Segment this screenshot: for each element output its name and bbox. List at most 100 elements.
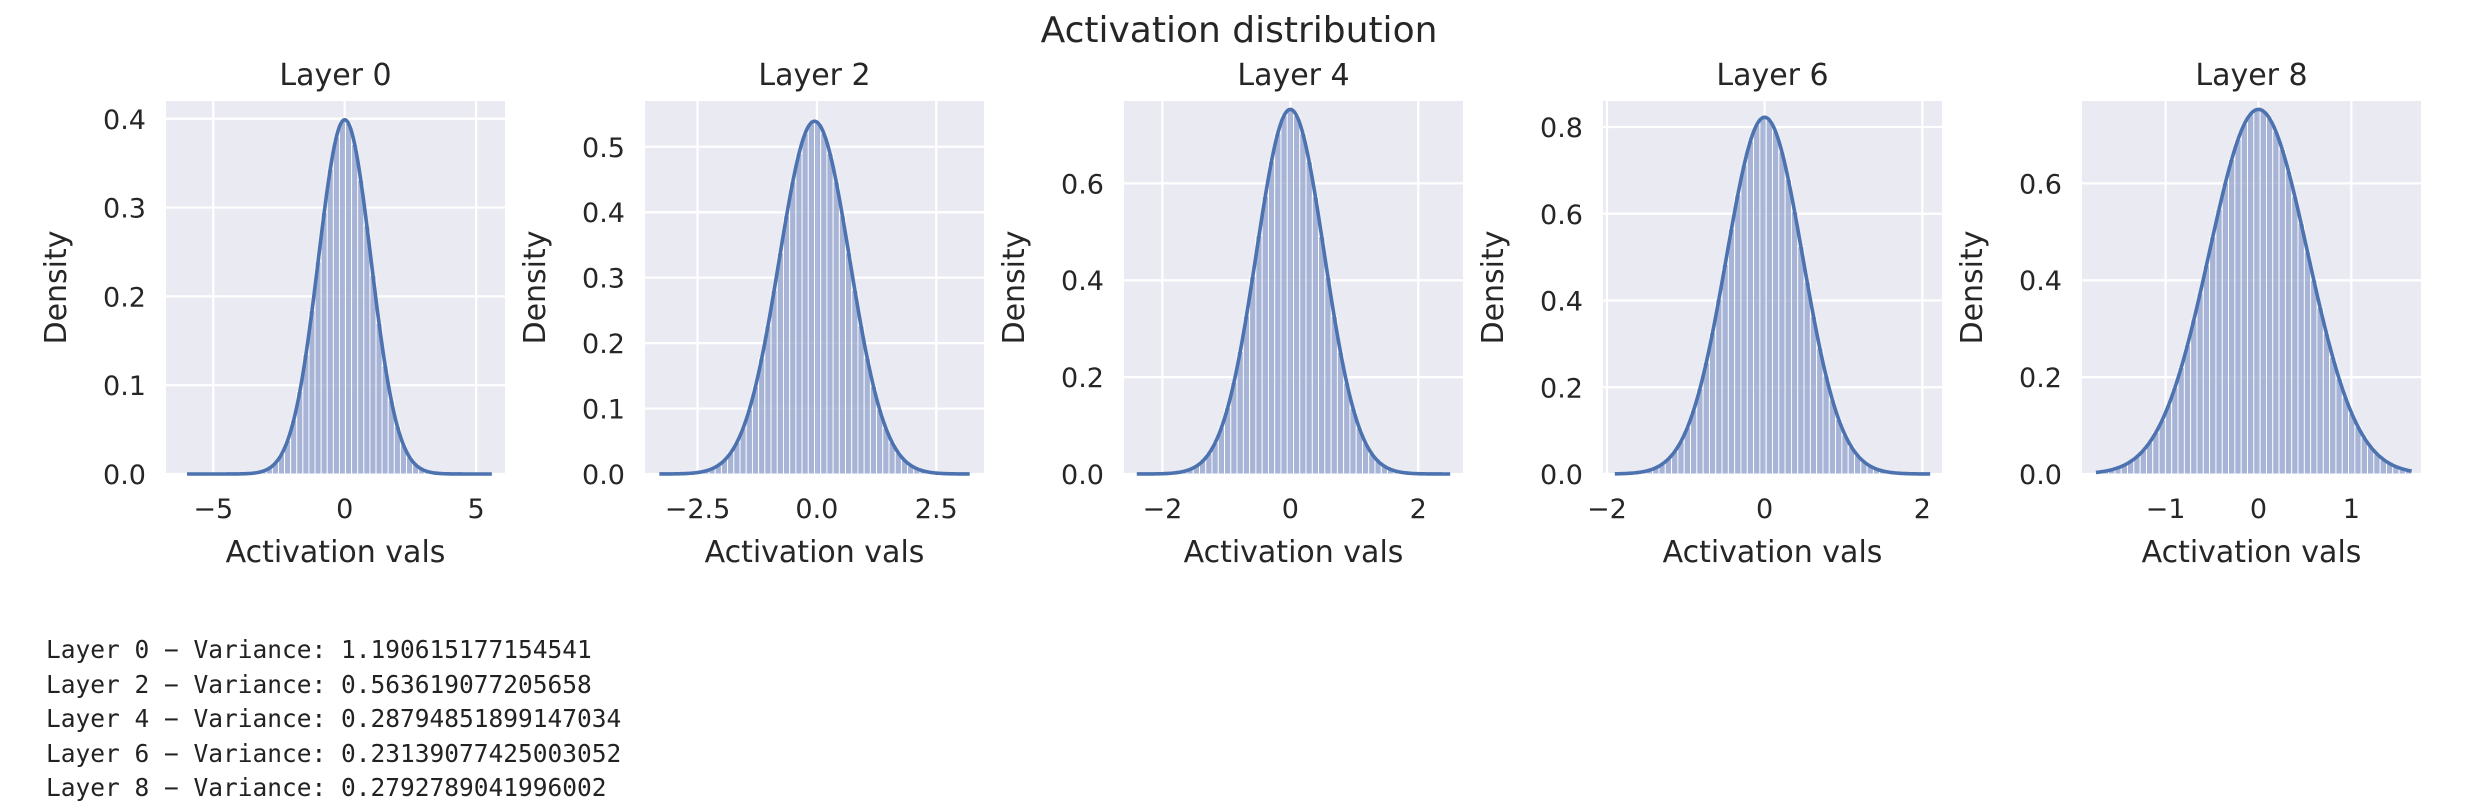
y-tick-label: 0.4 [582, 198, 625, 229]
figure-title: Activation distribution [1041, 10, 1438, 51]
histogram-bar [2241, 124, 2247, 474]
histogram-bar [1722, 264, 1728, 474]
histogram-bar [352, 144, 358, 474]
histogram-bar [1287, 109, 1293, 474]
histogram-bar [2298, 224, 2304, 474]
histogram-bar [358, 180, 364, 474]
histogram-bar [796, 154, 802, 474]
histogram-bar [2292, 197, 2298, 474]
histogram-bar [1250, 277, 1256, 474]
variance-line-layer-6: Layer 6 − Variance: 0.23139077425003052 [46, 737, 621, 772]
histogram-bar [815, 123, 821, 474]
x-tick-label: 2 [1914, 494, 1931, 525]
subplot-title: Layer 8 [2195, 58, 2307, 93]
histogram-bar [2266, 119, 2272, 474]
histogram-bar [765, 326, 771, 474]
histogram-bar [1306, 162, 1312, 474]
histogram-bar [1294, 116, 1300, 474]
histogram-bar [2285, 172, 2291, 474]
y-axis-label: Density [1476, 230, 1511, 344]
histogram-bar [364, 226, 370, 474]
x-axis-label: Activation vals [1663, 535, 1883, 570]
histogram-bar [2248, 114, 2254, 474]
histogram-bar [1773, 132, 1779, 474]
histogram-bar [783, 216, 789, 474]
histogram-bar [1325, 277, 1331, 474]
y-tick-label: 0.4 [2019, 266, 2062, 297]
histogram-bar [2254, 110, 2260, 474]
histogram-bar [1728, 229, 1734, 474]
x-tick-label: −2 [1587, 494, 1627, 525]
x-tick-label: 0 [336, 494, 353, 525]
histogram-bar [2317, 308, 2323, 474]
y-axis-label: Density [997, 230, 1032, 344]
histogram-bar [1766, 120, 1772, 474]
histogram-bar [1331, 317, 1337, 474]
histogram-bar [2178, 368, 2184, 474]
histogram-bar [2304, 252, 2310, 474]
y-tick-label: 0.0 [582, 460, 625, 491]
x-tick-label: 2 [1410, 494, 1427, 525]
histogram-bar [1243, 316, 1249, 474]
histogram-bar [790, 182, 796, 474]
histogram-bar [2222, 183, 2228, 474]
histogram-bar [2342, 397, 2348, 474]
x-tick-label: 1 [2343, 494, 2360, 525]
x-tick-label: −2 [1142, 494, 1182, 525]
histogram-bar [1256, 236, 1262, 474]
histogram-bar [1312, 197, 1318, 474]
y-tick-label: 0.6 [2019, 169, 2062, 200]
x-tick-label: −5 [193, 494, 233, 525]
y-tick-label: 0.4 [1540, 287, 1583, 318]
y-axis-label: Density [1955, 230, 1990, 344]
histogram-bar [2323, 334, 2329, 474]
histogram-bar [846, 253, 852, 474]
x-tick-label: 0 [2250, 494, 2267, 525]
histogram-bar [339, 121, 345, 474]
y-tick-label: 0.4 [1061, 266, 1104, 297]
subplot-title: Layer 6 [1716, 58, 1828, 93]
histogram-bar [1747, 141, 1753, 474]
y-tick-label: 0.0 [103, 460, 146, 491]
histogram-bar [333, 137, 339, 474]
histogram-bar [1779, 152, 1785, 474]
histogram-bar [1804, 282, 1810, 474]
variance-line-layer-8: Layer 8 − Variance: 0.2792789041996002 [46, 771, 621, 806]
y-tick-label: 0.4 [103, 105, 146, 136]
x-tick-label: 0 [1756, 494, 1773, 525]
histogram-bar [839, 216, 845, 474]
y-tick-label: 0.3 [103, 194, 146, 225]
y-tick-label: 0.2 [1061, 363, 1104, 394]
x-axis-label: Activation vals [226, 535, 446, 570]
histogram-bar [2165, 405, 2171, 474]
histogram-bar [327, 169, 333, 474]
histogram-bar [821, 133, 827, 474]
histogram-bar [2172, 388, 2178, 474]
histogram-bar [321, 213, 327, 474]
histogram-bar [2260, 111, 2266, 474]
x-axis-label: Activation vals [2142, 535, 2362, 570]
histogram-bar [1817, 348, 1823, 474]
subplot-title: Layer 0 [279, 58, 391, 93]
x-axis-label: Activation vals [705, 535, 925, 570]
y-tick-label: 0.0 [1540, 460, 1583, 491]
histogram-bar [2191, 320, 2197, 474]
histogram-bar [1300, 134, 1306, 474]
y-tick-label: 0.6 [1061, 169, 1104, 200]
x-axis-label: Activation vals [1184, 535, 1404, 570]
histogram-bar [346, 124, 352, 474]
y-tick-label: 0.8 [1540, 113, 1583, 144]
x-tick-label: 5 [467, 494, 484, 525]
y-axis-label: Density [39, 230, 74, 344]
histogram-bar [1319, 237, 1325, 474]
histogram-bar [2330, 357, 2336, 474]
histogram-bar [1791, 212, 1797, 474]
histogram-bar [1716, 299, 1722, 474]
x-tick-label: −2.5 [665, 494, 731, 525]
histogram-bar [1810, 316, 1816, 474]
